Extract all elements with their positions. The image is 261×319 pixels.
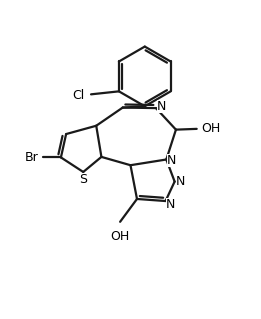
Text: S: S [79,173,87,186]
Text: N: N [176,175,185,188]
Text: N: N [165,198,175,211]
Text: Cl: Cl [73,89,85,102]
Text: OH: OH [110,230,130,242]
Text: N: N [157,100,166,113]
Text: OH: OH [201,122,220,135]
Text: Br: Br [25,151,38,164]
Text: N: N [167,154,176,167]
